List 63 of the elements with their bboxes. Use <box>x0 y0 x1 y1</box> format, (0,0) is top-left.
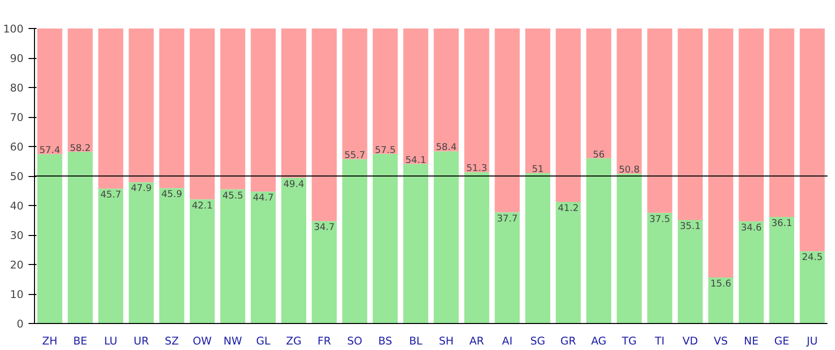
x-tick-label: VD <box>682 334 698 348</box>
data-label: 24.5 <box>802 252 823 264</box>
data-label: 45.7 <box>100 190 122 201</box>
data-label: 37.5 <box>649 214 670 225</box>
y-tick-label: 20 <box>10 258 24 272</box>
data-label: 56 <box>592 149 605 160</box>
x-tick-label: SH <box>438 334 454 348</box>
x-tick-label: GL <box>256 334 270 348</box>
data-label: 34.7 <box>314 222 335 234</box>
data-label: 47.9 <box>130 183 152 194</box>
data-label: 35.1 <box>680 220 701 232</box>
x-tick-label: GR <box>560 334 577 348</box>
x-tick-label: SZ <box>164 334 179 348</box>
data-label: 50.8 <box>618 164 640 176</box>
y-tick-label: 100 <box>3 22 24 36</box>
x-tick-label: AR <box>469 334 485 348</box>
y-tick-label: 0 <box>16 318 24 330</box>
y-tick-label: 60 <box>10 140 24 154</box>
x-tick-label: BE <box>73 334 88 348</box>
data-label: 51.3 <box>466 163 488 174</box>
data-label: 51 <box>532 164 544 176</box>
x-tick-label: FR <box>317 334 332 348</box>
y-tick-label: 90 <box>10 52 24 65</box>
x-tick-label: SG <box>530 334 546 348</box>
y-tick-label: 40 <box>10 200 24 212</box>
data-label: 45.9 <box>161 189 182 200</box>
y-tick-label: 70 <box>10 111 24 124</box>
data-label: 49.4 <box>283 178 304 190</box>
data-label: 44.7 <box>252 192 274 204</box>
x-tick-label: NW <box>223 334 242 348</box>
y-tick-label: 80 <box>10 82 24 94</box>
data-label: 58.2 <box>70 142 91 154</box>
x-tick-label: AI <box>502 334 512 348</box>
data-label: 55.7 <box>344 150 366 162</box>
x-tick-label: NE <box>744 334 759 348</box>
data-label: 58.4 <box>436 142 457 154</box>
x-tick-label: OW <box>192 334 212 348</box>
x-tick-label: LU <box>104 334 118 348</box>
y-tick-label: 50 <box>10 170 24 183</box>
data-label: 54.1 <box>405 154 426 166</box>
x-tick-label: BL <box>409 334 422 348</box>
x-tick-label: AG <box>591 334 606 348</box>
x-tick-label: SO <box>347 334 362 348</box>
data-label: 57.5 <box>374 144 396 156</box>
x-tick-label: VS <box>714 334 728 348</box>
x-tick-label: GE <box>774 334 790 348</box>
y-tick-label: 10 <box>10 288 24 301</box>
x-tick-label: TG <box>620 334 637 348</box>
data-label: 15.6 <box>710 278 732 290</box>
data-label: 36.1 <box>771 218 792 230</box>
data-label: 42.1 <box>192 200 213 212</box>
data-label: 34.6 <box>740 222 762 234</box>
x-tick-label: BS <box>378 334 392 348</box>
data-label: 45.5 <box>222 190 244 202</box>
data-label: 57.4 <box>39 145 60 156</box>
data-label: 41.2 <box>558 202 579 214</box>
x-tick-label: ZG <box>286 334 302 348</box>
x-tick-label: UR <box>134 334 150 348</box>
x-tick-label: ZH <box>42 334 58 348</box>
x-tick-label: JU <box>806 334 818 348</box>
x-tick-label: TI <box>654 334 665 348</box>
y-tick-label: 30 <box>10 229 24 242</box>
data-label: 37.7 <box>496 213 518 224</box>
